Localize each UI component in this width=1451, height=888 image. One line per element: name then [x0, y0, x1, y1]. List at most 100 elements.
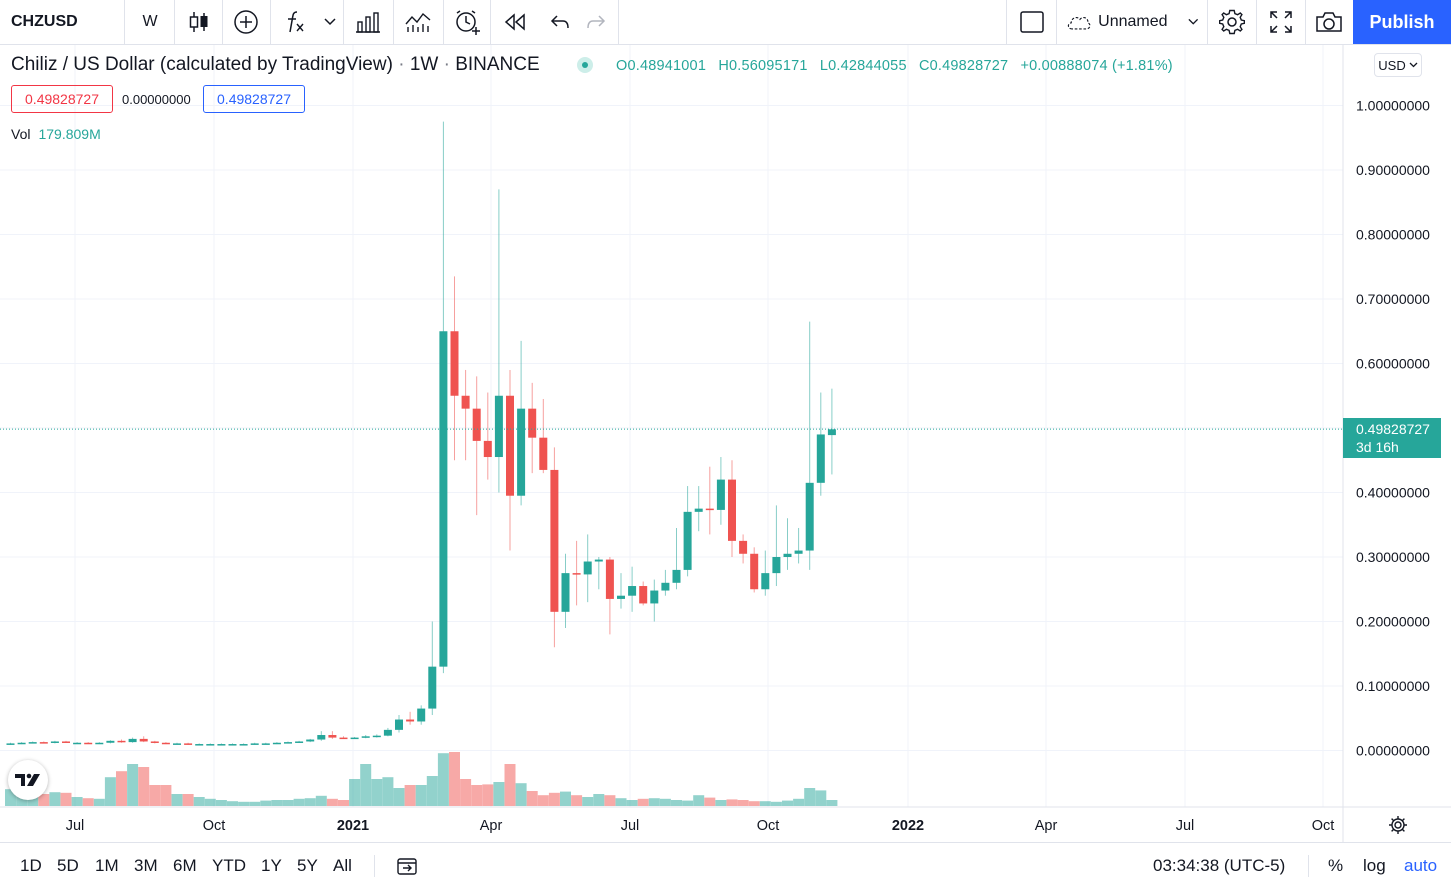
range-5y-button[interactable]: 5Y: [297, 856, 318, 875]
layout-select-button[interactable]: [1010, 0, 1054, 44]
range-1y-button[interactable]: 1Y: [261, 856, 282, 875]
timezone-clock[interactable]: 03:34:38 (UTC-5): [1153, 856, 1286, 875]
candle-body: [661, 582, 670, 591]
range-1d-button[interactable]: 1D: [20, 856, 42, 875]
candle-body: [306, 739, 315, 742]
symbol-search-button[interactable]: CHZUSD: [11, 13, 78, 30]
candle-body: [106, 740, 115, 743]
range-5d-button[interactable]: 5D: [57, 856, 79, 875]
volume-bar: [793, 798, 805, 806]
publish-button[interactable]: Publish: [1353, 0, 1451, 44]
save-layout-button[interactable]: Unnamed: [1060, 0, 1204, 44]
candle-body: [461, 395, 470, 409]
candle-body: [639, 586, 648, 604]
replay-button[interactable]: [493, 0, 537, 44]
compare-button[interactable]: [346, 0, 390, 44]
time-tick-label: Jul: [1176, 818, 1195, 834]
candle-body: [605, 559, 614, 599]
alert-button[interactable]: [446, 0, 488, 44]
volume-bar: [782, 800, 793, 806]
volume-bar: [238, 801, 250, 806]
candle-body: [794, 550, 803, 554]
volume-legend[interactable]: Vol 179.809M: [11, 126, 101, 142]
templates-button[interactable]: [396, 0, 440, 44]
close-value: C0.49828727: [918, 58, 1009, 74]
toolbar-divider: [443, 0, 444, 44]
candles-icon: [189, 12, 208, 32]
candle-body: [472, 408, 481, 441]
interval-button[interactable]: W: [142, 13, 158, 30]
price-tick-label: 0.20000000: [1356, 614, 1430, 630]
indicators-button[interactable]: [274, 0, 316, 44]
settings-gear-icon: [1219, 9, 1245, 35]
volume-bar: [49, 792, 61, 806]
undo-icon: [550, 15, 569, 29]
indicators-dropdown-button[interactable]: [318, 0, 342, 44]
volume-bar: [371, 779, 383, 806]
candle-body: [361, 736, 370, 738]
candle-body: [528, 408, 537, 438]
tradingview-logo[interactable]: [8, 760, 48, 800]
volume-bar: [260, 800, 272, 806]
price-chart[interactable]: 1.00000000 0.90000000 0.80000000 0.70000000…: [0, 0, 1451, 842]
volume-bar: [382, 777, 394, 806]
candle-body: [17, 742, 26, 745]
chart-type-button[interactable]: [177, 0, 221, 44]
range-1m-button[interactable]: 1M: [95, 856, 119, 875]
undo-button[interactable]: [540, 0, 580, 44]
snapshot-button[interactable]: [1307, 0, 1351, 44]
volume-bar: [815, 790, 827, 806]
volume-bar: [138, 767, 150, 806]
volume-bar: [82, 798, 94, 806]
candle-body: [395, 719, 403, 730]
buy-button[interactable]: 0.49828727: [203, 85, 305, 113]
range-ytd-button[interactable]: YTD: [212, 856, 246, 875]
market-status-dot[interactable]: [577, 57, 593, 73]
symbol-legend[interactable]: Chiliz / US Dollar (calculated by Tradin…: [11, 54, 540, 76]
candle-body: [550, 469, 559, 612]
time-axis[interactable]: Jul Oct 2021 Apr Jul Oct 2022 Apr Jul Oct: [66, 818, 1335, 834]
volume-bar: [715, 800, 727, 806]
candle-body: [73, 742, 82, 745]
alert-icon: [456, 10, 480, 35]
volume-bar: [426, 776, 438, 806]
candle-body: [6, 743, 15, 745]
range-3m-button[interactable]: 3M: [134, 856, 158, 875]
chevron-down-icon: [1409, 62, 1418, 68]
chevron-down-icon: [1187, 18, 1198, 25]
volume-bar: [360, 764, 372, 806]
change-value: +0.00888074 (+1.81%): [1020, 58, 1173, 74]
candle-body: [716, 479, 725, 510]
candle-body: [50, 741, 59, 743]
price-tick-label: 0.10000000: [1356, 678, 1430, 694]
log-scale-toggle[interactable]: log: [1363, 856, 1386, 875]
toolbar-divider: [174, 0, 175, 44]
calendar-goto-icon[interactable]: [396, 855, 418, 877]
currency-select[interactable]: USD: [1374, 53, 1422, 77]
toolbar-divider: [222, 0, 223, 44]
auto-scale-toggle[interactable]: auto: [1404, 856, 1438, 875]
volume-bar: [437, 753, 449, 806]
axis-settings-gear-icon[interactable]: [1388, 815, 1408, 835]
candle-body: [539, 437, 548, 470]
range-6m-button[interactable]: 6M: [173, 856, 197, 875]
bottom-toolbar: 1D 5D 1M 3M 6M YTD 1Y 5Y All 03:34:38 (U…: [0, 842, 1451, 888]
current-price-label: 0.49828727 3d 16h: [1343, 418, 1441, 458]
range-all-button[interactable]: All: [333, 856, 352, 875]
volume-bar: [560, 791, 571, 806]
chart-settings-button[interactable]: [1210, 0, 1254, 44]
toolbar-divider: [618, 0, 619, 44]
candle-body: [805, 482, 814, 551]
fullscreen-button[interactable]: [1259, 0, 1303, 44]
sell-button[interactable]: 0.49828727: [11, 85, 113, 113]
volume-bar: [770, 801, 782, 806]
layout-name-label: Unnamed: [1098, 13, 1168, 30]
add-symbol-button[interactable]: [225, 0, 267, 44]
redo-button[interactable]: [576, 0, 616, 44]
volume-bar: [282, 800, 294, 806]
candle-body: [750, 553, 759, 590]
candle-body: [561, 573, 570, 612]
percent-scale-toggle[interactable]: %: [1328, 856, 1344, 875]
candle-body: [206, 744, 215, 746]
candle-body: [572, 573, 581, 575]
